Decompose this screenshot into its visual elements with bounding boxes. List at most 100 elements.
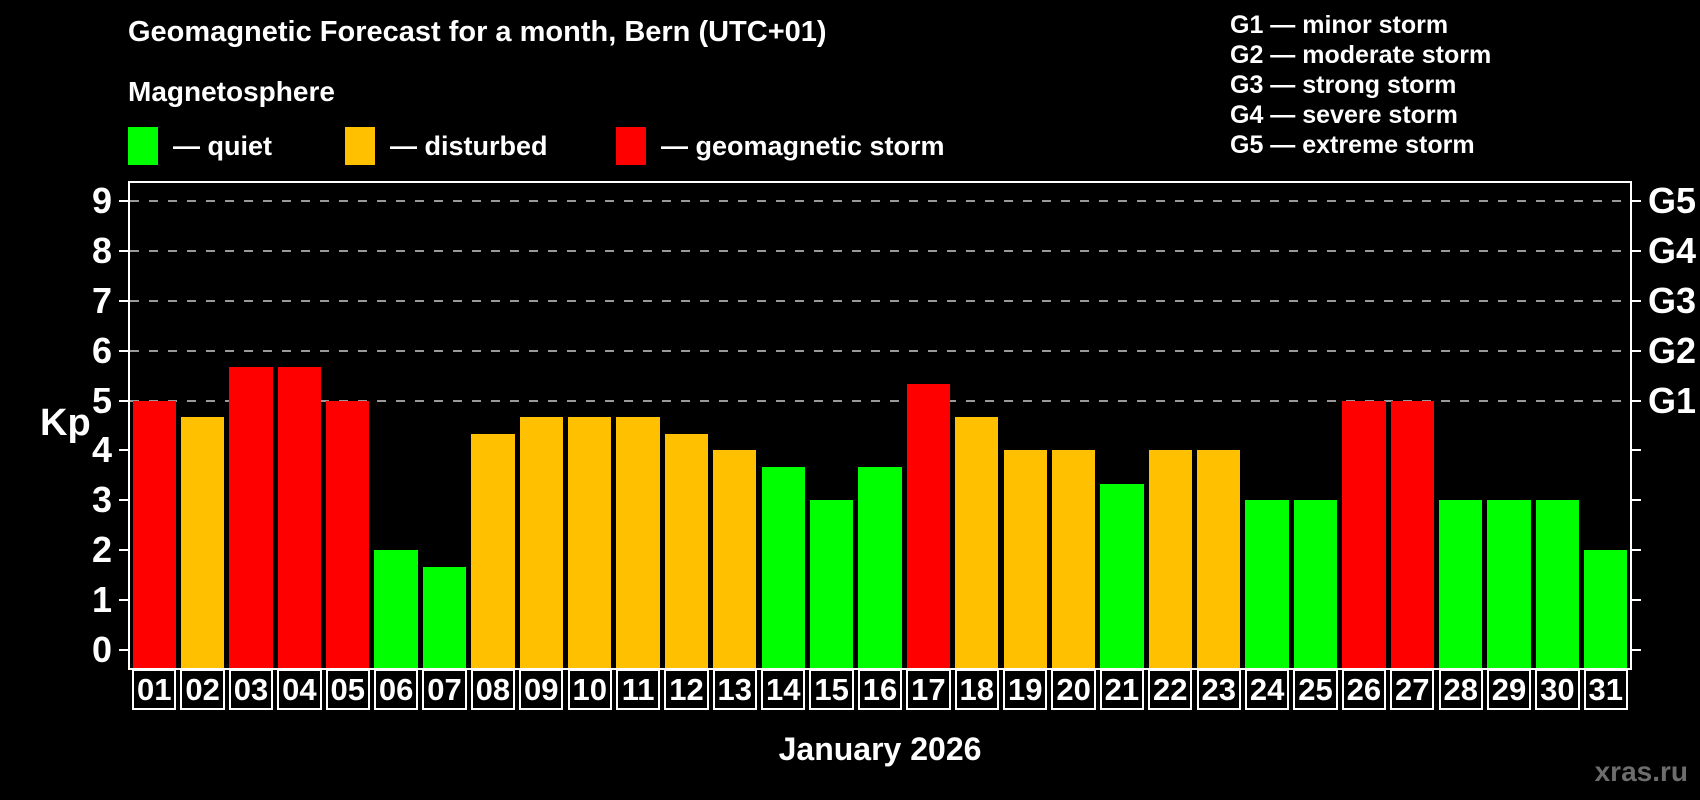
y-tick-label-4: 4: [91, 429, 112, 471]
watermark: xras.ru: [1594, 756, 1688, 787]
day-label-29: 29: [1486, 669, 1532, 710]
bar-day-25: [1293, 500, 1338, 668]
bar-day-15: [809, 500, 854, 668]
bar-day-09: [519, 417, 563, 668]
bar-day-18: [955, 417, 999, 668]
right-tick-3: [1632, 499, 1641, 502]
bar-day-22: [1148, 450, 1192, 668]
right-tick-1: [1632, 599, 1641, 602]
right-tick-5: [1632, 399, 1641, 402]
day-label-18: 18: [954, 669, 999, 710]
day-label-31: 31: [1583, 669, 1628, 710]
bar-day-23: [1197, 450, 1241, 668]
storm-scale-g2: G2 — moderate storm: [1230, 41, 1492, 69]
left-tick-7: [119, 299, 128, 302]
left-tick-4: [119, 449, 128, 452]
left-tick-6: [119, 349, 128, 352]
gridline-kp8: [130, 249, 1630, 252]
x-axis-title: January 2026: [778, 731, 982, 767]
bar-day-10: [568, 417, 612, 668]
bar-day-17: [906, 384, 951, 668]
day-label-08: 08: [470, 669, 516, 710]
left-tick-1: [119, 599, 128, 602]
day-label-11: 11: [615, 669, 661, 710]
bar-day-14: [761, 466, 805, 668]
left-tick-8: [119, 249, 128, 252]
bar-day-04: [277, 367, 322, 668]
day-label-06: 06: [373, 669, 419, 710]
day-label-04: 04: [277, 669, 322, 710]
right-axis-label-g1: G1: [1648, 379, 1697, 421]
bar-day-30: [1535, 500, 1580, 668]
right-axis-label-g4: G4: [1648, 229, 1697, 271]
day-label-24: 24: [1244, 669, 1290, 710]
right-tick-2: [1632, 549, 1641, 552]
day-label-09: 09: [519, 669, 564, 710]
day-label-21: 21: [1099, 669, 1145, 710]
left-tick-5: [119, 399, 128, 402]
legend-item-quiet: — quiet: [128, 127, 272, 165]
bar-day-07: [422, 566, 467, 668]
y-tick-label-8: 8: [91, 229, 112, 271]
y-tick-label-5: 5: [91, 379, 112, 421]
bar-day-19: [1003, 450, 1047, 668]
day-label-19: 19: [1003, 669, 1048, 710]
day-label-01: 01: [132, 669, 177, 710]
bar-day-21: [1100, 483, 1144, 668]
right-tick-4: [1632, 449, 1641, 452]
day-label-12: 12: [664, 669, 709, 710]
day-label-22: 22: [1148, 669, 1193, 710]
day-label-27: 27: [1390, 669, 1435, 710]
y-axis-title: Kp: [40, 402, 91, 444]
gridline-kp6: [130, 349, 1630, 352]
storm-scale-g1: G1 — minor storm: [1230, 11, 1449, 39]
bar-day-06: [374, 550, 418, 668]
day-label-10: 10: [567, 669, 612, 710]
y-tick-label-6: 6: [91, 329, 112, 371]
legend-label-disturbed: — disturbed: [390, 130, 548, 161]
day-label-28: 28: [1438, 669, 1483, 710]
disturbed-color-swatch: [345, 127, 375, 165]
day-label-02: 02: [180, 669, 225, 710]
day-label-23: 23: [1196, 669, 1241, 710]
bar-day-24: [1245, 500, 1289, 668]
day-label-03: 03: [228, 669, 274, 710]
storm-scale-g3: G3 — strong storm: [1230, 71, 1457, 99]
gridline-kp5: [130, 399, 1630, 402]
day-label-15: 15: [809, 669, 854, 710]
bar-day-29: [1487, 500, 1531, 668]
right-tick-8: [1632, 249, 1641, 252]
legend-item-storm: — geomagnetic storm: [616, 127, 945, 165]
left-tick-2: [119, 549, 128, 552]
y-tick-label-0: 0: [91, 629, 112, 671]
day-label-26: 26: [1341, 669, 1387, 710]
day-label-16: 16: [857, 669, 903, 710]
gridline-kp7: [130, 299, 1630, 302]
quiet-color-swatch: [128, 127, 158, 165]
y-tick-label-9: 9: [91, 179, 112, 221]
right-tick-9: [1632, 199, 1641, 202]
storm-scale-g4: G4 — severe storm: [1230, 101, 1458, 129]
y-tick-label-1: 1: [91, 579, 112, 621]
bar-day-01: [132, 400, 176, 668]
left-tick-3: [119, 499, 128, 502]
bar-day-11: [616, 417, 660, 668]
bar-day-02: [180, 417, 225, 668]
bar-day-16: [858, 466, 902, 668]
day-label-14: 14: [761, 669, 806, 710]
day-label-05: 05: [325, 669, 370, 710]
legend-label-quiet: — quiet: [173, 130, 272, 161]
left-tick-9: [119, 199, 128, 202]
day-label-25: 25: [1293, 669, 1338, 710]
bar-day-12: [664, 434, 709, 668]
y-tick-label-3: 3: [91, 479, 112, 521]
bar-day-13: [713, 450, 757, 668]
storm-scale-g5: G5 — extreme storm: [1230, 131, 1475, 159]
bar-day-26: [1342, 400, 1386, 668]
plot-area: 0 1 2 3 4 5 6 7 8 9 G1 G2 G3 G4 G5: [92, 180, 1696, 670]
right-axis-label-g3: G3: [1648, 279, 1697, 321]
right-axis-label-g5: G5: [1648, 179, 1697, 221]
day-label-17: 17: [906, 669, 951, 710]
day-label-30: 30: [1535, 669, 1580, 710]
bar-day-03: [229, 367, 273, 668]
